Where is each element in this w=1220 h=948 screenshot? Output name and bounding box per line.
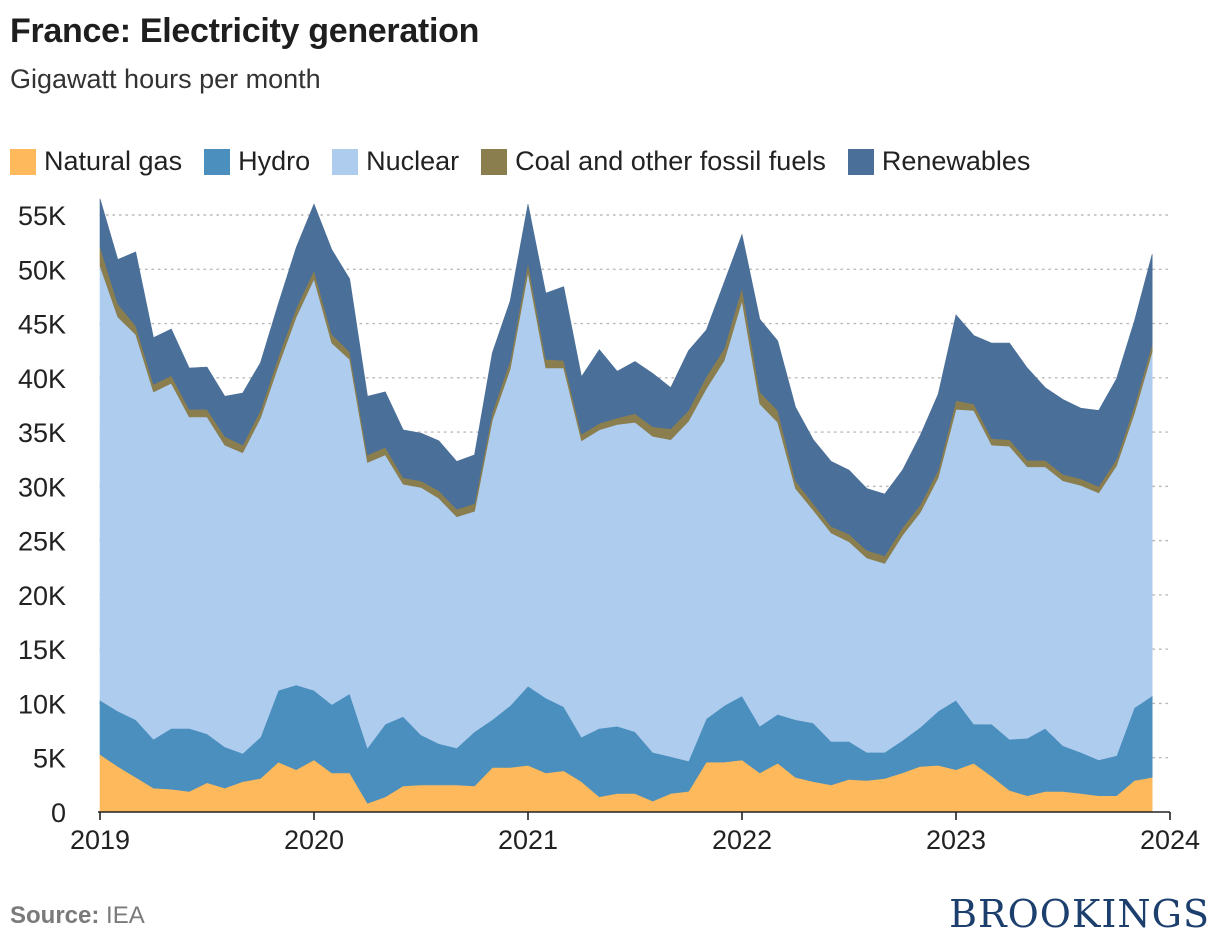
x-tick-label: 2023 <box>926 825 986 855</box>
stacked-area-chart: 0 5K 10K 15K 20K 25K 30K 35K 40K 45K 50K 55K 2019 202… <box>18 198 1200 855</box>
y-tick-label: 50K <box>18 255 66 285</box>
y-tick-label: 40K <box>18 364 66 394</box>
y-tick-label: 45K <box>18 310 66 340</box>
legend-swatch-nuclear <box>332 148 359 175</box>
legend-label-coal: Coal and other fossil fuels <box>515 146 826 176</box>
y-tick-label: 10K <box>18 689 66 719</box>
legend-swatch-natural-gas <box>10 148 36 175</box>
legend-item-nuclear: Nuclear <box>332 146 459 177</box>
legend-label-natural-gas: Natural gas <box>44 146 183 176</box>
brookings-logo: BROOKINGS <box>949 892 1210 936</box>
x-tick-label: 2022 <box>712 825 772 855</box>
source-label: Source: <box>10 902 100 929</box>
y-tick-label: 35K <box>18 418 66 448</box>
y-tick-label: 15K <box>18 635 66 665</box>
legend-label-renewables: Renewables <box>881 146 1031 176</box>
area-nuclear <box>99 265 1153 762</box>
legend-swatch-coal <box>481 148 508 175</box>
x-tick-label: 2021 <box>498 825 558 855</box>
legend-label-nuclear: Nuclear <box>366 146 460 176</box>
y-tick-label: 30K <box>18 472 66 502</box>
legend-swatch-hydro <box>204 148 231 175</box>
legend-item-coal: Coal and other fossil fuels <box>481 146 826 177</box>
y-tick-label: 20K <box>18 581 66 611</box>
source-value: IEA <box>106 902 145 929</box>
x-tick-label: 2020 <box>284 825 344 855</box>
chart-subtitle: Gigawatt hours per month <box>10 64 321 94</box>
legend-item-hydro: Hydro <box>204 146 310 177</box>
source-note: Source: IEA <box>10 902 145 930</box>
y-tick-label: 25K <box>18 527 66 557</box>
legend-item-renewables: Renewables <box>847 146 1031 177</box>
series-areas <box>99 198 1153 813</box>
chart-legend: Natural gas Hydro Nuclear Coal and other… <box>10 146 1030 177</box>
chart-title: France: Electricity generation <box>10 12 480 50</box>
axes: 0 5K 10K 15K 20K 25K 30K 35K 40K 45K 50K 55K 2019 202… <box>18 201 1200 855</box>
legend-swatch-renewables <box>847 148 874 175</box>
y-tick-label: 5K <box>33 744 66 774</box>
y-tick-label: 55K <box>18 201 66 231</box>
area-renewables <box>99 198 1153 557</box>
x-tick-label: 2019 <box>70 825 130 855</box>
x-tick-label: 2024 <box>1140 825 1200 855</box>
legend-label-hydro: Hydro <box>238 146 311 176</box>
legend-item-natural-gas: Natural gas <box>10 146 182 177</box>
y-tick-label: 0 <box>51 798 66 828</box>
